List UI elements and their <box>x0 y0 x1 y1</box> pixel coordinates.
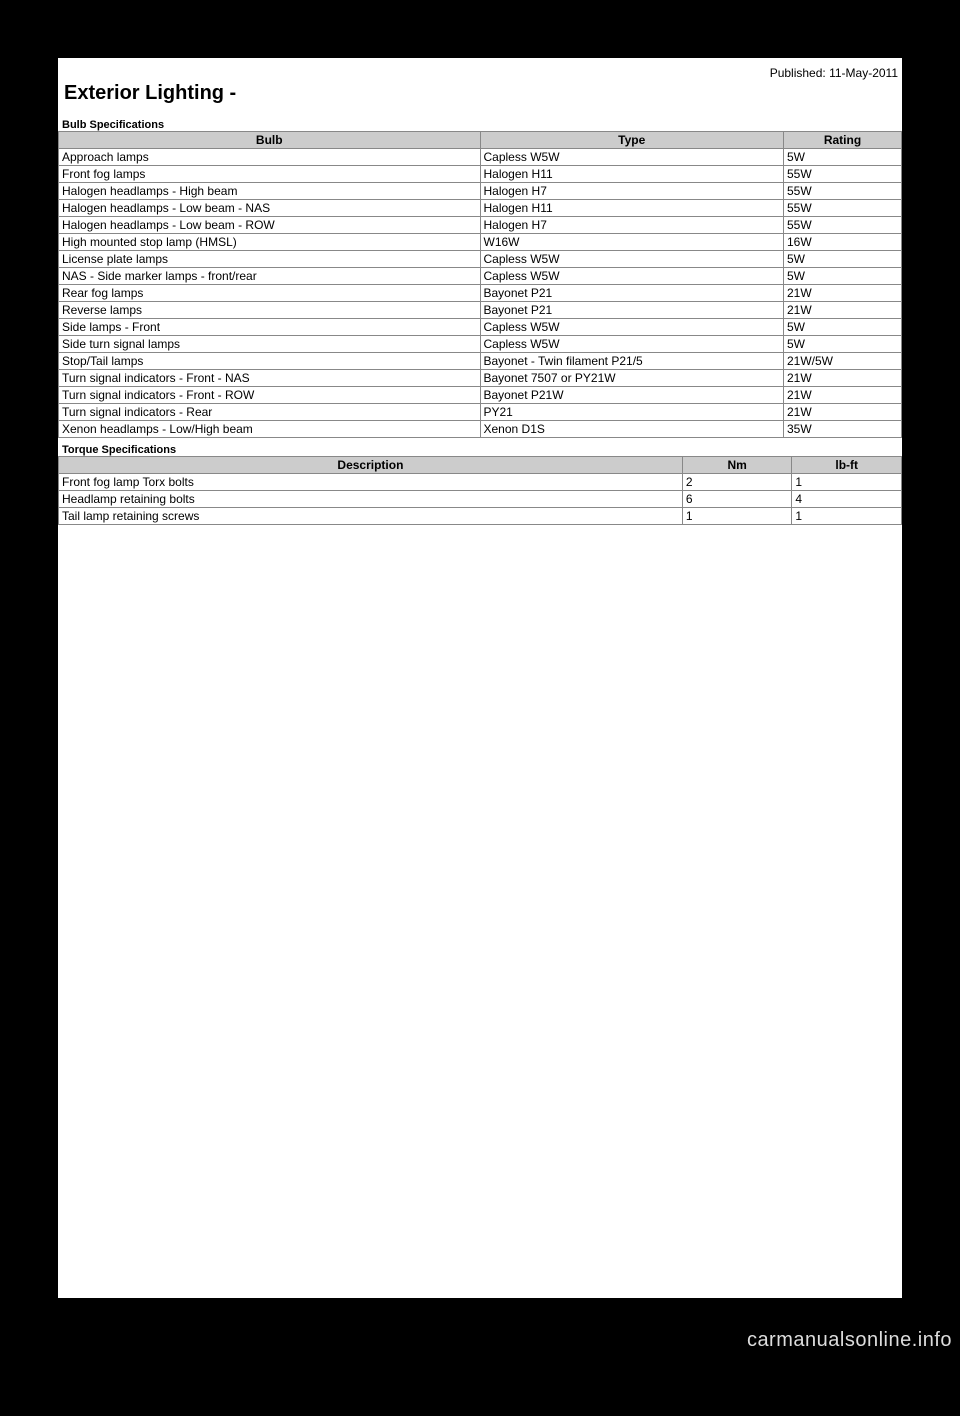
table-cell: Front fog lamp Torx bolts <box>59 474 683 491</box>
table-cell: Xenon D1S <box>480 421 783 438</box>
table-cell: Xenon headlamps - Low/High beam <box>59 421 481 438</box>
table-cell: 55W <box>783 217 901 234</box>
table-row: Xenon headlamps - Low/High beamXenon D1S… <box>59 421 902 438</box>
table-cell: 55W <box>783 200 901 217</box>
table-cell: 5W <box>783 336 901 353</box>
table-cell: 35W <box>783 421 901 438</box>
table-cell: Bayonet 7507 or PY21W <box>480 370 783 387</box>
table-cell: Bayonet P21 <box>480 302 783 319</box>
table-cell: Turn signal indicators - Rear <box>59 404 481 421</box>
table-cell: 21W <box>783 302 901 319</box>
table-cell: High mounted stop lamp (HMSL) <box>59 234 481 251</box>
table-row: Halogen headlamps - Low beam - ROWHaloge… <box>59 217 902 234</box>
table-cell: Capless W5W <box>480 268 783 285</box>
table-row: High mounted stop lamp (HMSL)W16W16W <box>59 234 902 251</box>
torque-th-lbft: lb-ft <box>792 457 902 474</box>
table-cell: Side lamps - Front <box>59 319 481 336</box>
table-cell: Halogen H11 <box>480 166 783 183</box>
table-cell: Turn signal indicators - Front - ROW <box>59 387 481 404</box>
page-container: Published: 11-May-2011 Exterior Lighting… <box>58 58 902 1298</box>
table-cell: License plate lamps <box>59 251 481 268</box>
table-row: Front fog lampsHalogen H1155W <box>59 166 902 183</box>
bulb-spec-table: Bulb Type Rating Approach lampsCapless W… <box>58 131 902 438</box>
watermark-text: carmanualsonline.info <box>747 1329 952 1352</box>
table-row: Stop/Tail lampsBayonet - Twin filament P… <box>59 353 902 370</box>
table-cell: Bayonet P21W <box>480 387 783 404</box>
table-row: Side turn signal lampsCapless W5W5W <box>59 336 902 353</box>
table-row: Reverse lampsBayonet P2121W <box>59 302 902 319</box>
table-row: Turn signal indicators - RearPY2121W <box>59 404 902 421</box>
torque-th-desc: Description <box>59 457 683 474</box>
table-cell: Capless W5W <box>480 336 783 353</box>
table-cell: Halogen H7 <box>480 217 783 234</box>
bulb-th-rating: Rating <box>783 132 901 149</box>
table-cell: Capless W5W <box>480 319 783 336</box>
table-header-row: Description Nm lb-ft <box>59 457 902 474</box>
table-cell: W16W <box>480 234 783 251</box>
table-row: Turn signal indicators - Front - ROWBayo… <box>59 387 902 404</box>
table-cell: 6 <box>682 491 792 508</box>
table-cell: Capless W5W <box>480 251 783 268</box>
bulb-th-type: Type <box>480 132 783 149</box>
table-cell: NAS - Side marker lamps - front/rear <box>59 268 481 285</box>
table-row: Tail lamp retaining screws11 <box>59 508 902 525</box>
table-cell: Tail lamp retaining screws <box>59 508 683 525</box>
table-cell: 21W <box>783 404 901 421</box>
table-cell: 4 <box>792 491 902 508</box>
table-cell: Halogen H11 <box>480 200 783 217</box>
table-cell: Approach lamps <box>59 149 481 166</box>
table-cell: Headlamp retaining bolts <box>59 491 683 508</box>
table-cell: Halogen headlamps - Low beam - ROW <box>59 217 481 234</box>
table-cell: 5W <box>783 149 901 166</box>
table-cell: Halogen H7 <box>480 183 783 200</box>
table-row: Rear fog lampsBayonet P2121W <box>59 285 902 302</box>
table-cell: Turn signal indicators - Front - NAS <box>59 370 481 387</box>
table-cell: 5W <box>783 268 901 285</box>
table-cell: 16W <box>783 234 901 251</box>
table-row: Side lamps - FrontCapless W5W5W <box>59 319 902 336</box>
table-row: Turn signal indicators - Front - NASBayo… <box>59 370 902 387</box>
torque-spec-table: Description Nm lb-ft Front fog lamp Torx… <box>58 456 902 525</box>
table-cell: Capless W5W <box>480 149 783 166</box>
table-cell: 21W <box>783 370 901 387</box>
table-cell: 2 <box>682 474 792 491</box>
table-cell: 55W <box>783 166 901 183</box>
table-cell: 1 <box>792 474 902 491</box>
table-cell: Halogen headlamps - Low beam - NAS <box>59 200 481 217</box>
table-row: Approach lampsCapless W5W5W <box>59 149 902 166</box>
table-cell: Rear fog lamps <box>59 285 481 302</box>
table-cell: 1 <box>792 508 902 525</box>
table-row: NAS - Side marker lamps - front/rearCapl… <box>59 268 902 285</box>
page-title: Exterior Lighting - <box>58 80 902 113</box>
table-cell: Front fog lamps <box>59 166 481 183</box>
table-row: License plate lampsCapless W5W5W <box>59 251 902 268</box>
torque-th-nm: Nm <box>682 457 792 474</box>
table-cell: 55W <box>783 183 901 200</box>
table-cell: Bayonet - Twin filament P21/5 <box>480 353 783 370</box>
torque-spec-label: Torque Specifications <box>58 444 902 456</box>
table-cell: 5W <box>783 319 901 336</box>
table-row: Headlamp retaining bolts64 <box>59 491 902 508</box>
table-header-row: Bulb Type Rating <box>59 132 902 149</box>
table-cell: Halogen headlamps - High beam <box>59 183 481 200</box>
bulb-spec-label: Bulb Specifications <box>58 119 902 131</box>
table-cell: Reverse lamps <box>59 302 481 319</box>
table-row: Halogen headlamps - Low beam - NASHaloge… <box>59 200 902 217</box>
published-date: Published: 11-May-2011 <box>58 66 902 80</box>
table-cell: 21W <box>783 387 901 404</box>
table-cell: PY21 <box>480 404 783 421</box>
table-cell: 5W <box>783 251 901 268</box>
table-cell: 21W/5W <box>783 353 901 370</box>
table-cell: Bayonet P21 <box>480 285 783 302</box>
bulb-th-bulb: Bulb <box>59 132 481 149</box>
table-cell: Side turn signal lamps <box>59 336 481 353</box>
table-cell: 21W <box>783 285 901 302</box>
table-row: Front fog lamp Torx bolts21 <box>59 474 902 491</box>
table-cell: 1 <box>682 508 792 525</box>
table-cell: Stop/Tail lamps <box>59 353 481 370</box>
table-row: Halogen headlamps - High beamHalogen H75… <box>59 183 902 200</box>
